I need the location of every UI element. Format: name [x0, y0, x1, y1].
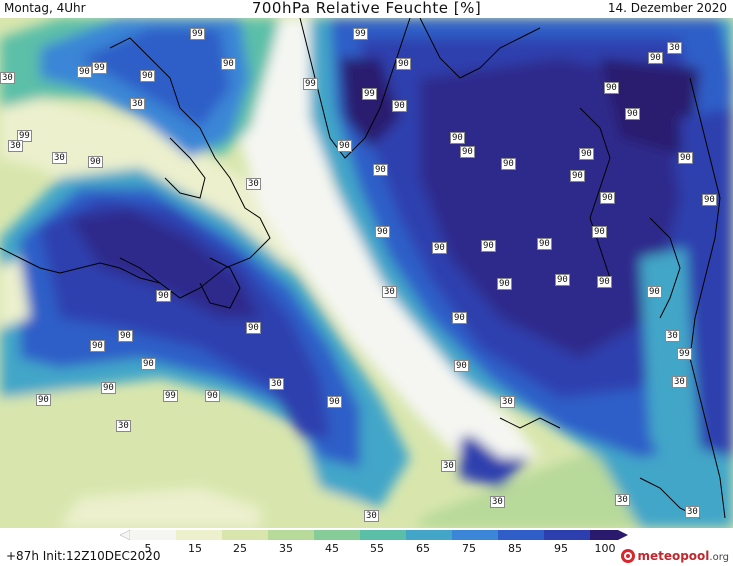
forecast-date-label: 14. Dezember 2020: [607, 1, 727, 15]
legend-tick-label: 35: [279, 542, 293, 555]
isoline-label: 30: [52, 152, 67, 164]
isoline-label: 90: [497, 278, 512, 290]
isoline-label: 90: [77, 66, 92, 78]
isoline-label: 90: [246, 322, 261, 334]
isoline-label: 90: [597, 276, 612, 288]
isoline-label: 99: [303, 78, 318, 90]
humidity-map: 99 99 90 90 90 30 99 30 90 30 99 90 99 90 99 30 30 90 30 90…: [0, 18, 733, 528]
isoline-label: 30: [0, 72, 15, 84]
isoline-label: 90: [88, 156, 103, 168]
legend-tick-label: 85: [508, 542, 522, 555]
isoline-label: 90: [141, 358, 156, 370]
isoline-label: 90: [648, 52, 663, 64]
isoline-label: 90: [452, 312, 467, 324]
isoline-label: 30: [685, 506, 700, 518]
map-header: Montag, 4Uhr 700hPa Relative Feuchte [%]…: [0, 0, 733, 18]
isoline-label: 90: [432, 242, 447, 254]
isoline-label: 90: [460, 146, 475, 158]
isoline-label: 90: [454, 360, 469, 372]
meteopool-logo[interactable]: meteopool.org: [621, 547, 729, 565]
isoline-label: 90: [90, 340, 105, 352]
isoline-label: 90: [396, 58, 411, 70]
isoline-label: 30: [8, 140, 23, 152]
isoline-label: 30: [269, 378, 284, 390]
humidity-field: [0, 18, 733, 528]
legend-tick-label: 55: [370, 542, 384, 555]
legend-tick-label: 15: [188, 542, 202, 555]
legend-tick-label: 100: [594, 542, 616, 555]
isoline-label: 90: [101, 382, 116, 394]
isoline-label: 90: [373, 164, 388, 176]
logo-name: meteopool: [637, 549, 710, 563]
legend-tick-label: 25: [233, 542, 247, 555]
legend-tick-label: 65: [416, 542, 430, 555]
isoline-label: 30: [615, 494, 630, 506]
isoline-label: 90: [337, 140, 352, 152]
legend-tick-label: 45: [325, 542, 339, 555]
isoline-label: 99: [353, 28, 368, 40]
map-footer: 5 15 25 35 45 55 65 75 85 95 100 +87h Init:12Z10DE…: [0, 528, 733, 566]
isoline-label: 90: [600, 192, 615, 204]
isoline-label: 90: [555, 274, 570, 286]
isoline-label: 90: [481, 240, 496, 252]
isoline-label: 30: [364, 510, 379, 522]
isoline-label: 90: [327, 396, 342, 408]
isoline-label: 90: [678, 152, 693, 164]
model-run-info: +87h Init:12Z10DEC2020: [6, 549, 161, 563]
logo-tld: .org: [709, 552, 729, 563]
isoline-label: 90: [625, 108, 640, 120]
isoline-label: 99: [17, 130, 32, 142]
isoline-label: 90: [221, 58, 236, 70]
isoline-label: 30: [116, 420, 131, 432]
map-title: 700hPa Relative Feuchte [%]: [251, 0, 482, 17]
isoline-label: 99: [92, 62, 107, 74]
isoline-label: 90: [156, 290, 171, 302]
isoline-label: 30: [490, 496, 505, 508]
isoline-label: 30: [441, 460, 456, 472]
isoline-label: 30: [667, 42, 682, 54]
isoline-label: 30: [382, 286, 397, 298]
legend-tick-label: 95: [554, 542, 568, 555]
isoline-label: 90: [579, 148, 594, 160]
isoline-label: 90: [570, 170, 585, 182]
isoline-label: 99: [677, 348, 692, 360]
isoline-label: 99: [362, 88, 377, 100]
legend-tick-label: 5: [144, 542, 152, 555]
isoline-label: 90: [647, 286, 662, 298]
isoline-label: 30: [500, 396, 515, 408]
isoline-label: 90: [392, 100, 407, 112]
isoline-label: 90: [501, 158, 516, 170]
isoline-label: 90: [140, 70, 155, 82]
isoline-label: 30: [665, 330, 680, 342]
meteopool-logo-icon: [621, 549, 636, 563]
isoline-label: 90: [36, 394, 51, 406]
color-legend-bar: [120, 530, 628, 540]
isoline-label: 30: [672, 376, 687, 388]
isoline-label: 90: [375, 226, 390, 238]
isoline-label: 90: [604, 82, 619, 94]
isoline-label: 90: [205, 390, 220, 402]
isoline-label: 90: [702, 194, 717, 206]
forecast-time-label: Montag, 4Uhr: [4, 1, 86, 15]
isoline-label: 99: [163, 390, 178, 402]
isoline-label: 90: [537, 238, 552, 250]
isoline-label: 30: [246, 178, 261, 190]
isoline-label: 90: [118, 330, 133, 342]
isoline-label: 99: [190, 28, 205, 40]
legend-tick-label: 75: [462, 542, 476, 555]
isoline-label: 90: [592, 226, 607, 238]
isoline-label: 90: [450, 132, 465, 144]
isoline-label: 30: [130, 98, 145, 110]
